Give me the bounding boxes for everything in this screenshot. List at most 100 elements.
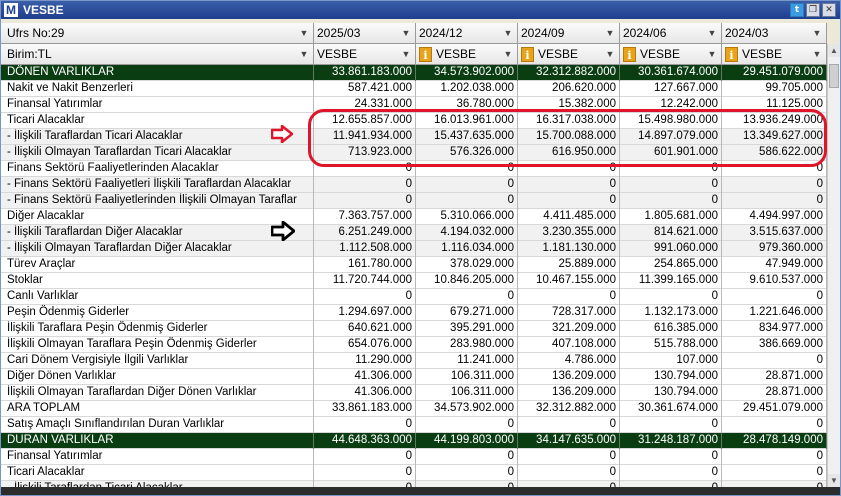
value-cell: 15.437.635.000 <box>416 129 518 145</box>
value-cell: 395.291.000 <box>416 321 518 337</box>
table-row[interactable]: Ticari Alacaklar 0 0 0 0 0 <box>1 465 827 481</box>
info-icon[interactable]: i <box>725 46 738 62</box>
table-row[interactable]: Satış Amaçlı Sınıflandırılan Duran Varlı… <box>1 417 827 433</box>
scroll-down-icon[interactable]: ▼ <box>828 474 840 487</box>
row-label: İlişkili Taraflara Peşin Ödenmiş Giderle… <box>1 321 314 337</box>
chevron-down-icon[interactable]: ▼ <box>707 28 717 38</box>
value-cell: 991.060.000 <box>620 241 722 257</box>
table-row[interactable]: - İlişkili Olmayan Taraflardan Ticari Al… <box>1 145 827 161</box>
section-row[interactable]: DÖNEN VARLIKLAR 33.861.183.000 34.573.902.… <box>1 65 827 81</box>
chevron-down-icon[interactable]: ▼ <box>299 49 309 59</box>
table-row[interactable]: - İlişkili Taraflardan Ticari Alacaklar0… <box>1 481 827 487</box>
scroll-up-icon[interactable]: ▲ <box>828 44 840 57</box>
header-row-periods: Ufrs No:29 ▼ 2025/03 ▼ 2024/12 ▼ 2024/09 ▼ 2024/… <box>1 23 827 44</box>
table-row[interactable]: Türev Araçlar 161.780.000 378.029.000 25.88… <box>1 257 827 273</box>
table-row[interactable]: Canlı Varlıklar 0 0 0 0 0 <box>1 289 827 305</box>
table-row[interactable]: Diğer Dönen Varlıklar 41.306.000 106.311.0… <box>1 369 827 385</box>
value-cell: 0 <box>416 417 518 433</box>
value-cell: 814.621.000 <box>620 225 722 241</box>
section-row[interactable]: DURAN VARLIKLAR 44.648.363.000 44.199.803.… <box>1 433 827 449</box>
value-cell: 11.290.000 <box>314 353 416 369</box>
value-cell: 13.936.249.000 <box>722 113 827 129</box>
value-cell: 10.467.155.000 <box>518 273 620 289</box>
restore-icon[interactable]: ❐ <box>806 3 820 17</box>
value-cell: 0 <box>722 177 827 193</box>
table-row[interactable]: Finansal Yatırımlar 0 0 0 0 0 <box>1 449 827 465</box>
chevron-down-icon[interactable]: ▼ <box>401 28 411 38</box>
period-selector-label: 2024/09 <box>521 26 565 40</box>
table-row[interactable]: İlişkili Olmayan Taraflardan Diğer Dönen… <box>1 385 827 401</box>
chevron-down-icon[interactable]: ▼ <box>707 49 717 59</box>
ticker-selector[interactable]: i VESBE ▼ <box>416 44 518 65</box>
chevron-down-icon[interactable]: ▼ <box>605 28 615 38</box>
chevron-down-icon[interactable]: ▼ <box>605 49 615 59</box>
table-row[interactable]: Peşin Ödenmiş Giderler 1.294.697.000 679.2… <box>1 305 827 321</box>
table-row[interactable]: Finans Sektörü Faaliyetlerinden Alacakla… <box>1 161 827 177</box>
table-row[interactable]: Nakit ve Nakit Benzerleri 587.421.000 1.20… <box>1 81 827 97</box>
table-row[interactable]: İlişkili Taraflara Peşin Ödenmiş Giderle… <box>1 321 827 337</box>
period-selector[interactable]: 2024/06 ▼ <box>620 23 722 44</box>
table-row[interactable]: - Finans Sektörü Faaliyetleri İlişkili T… <box>1 177 827 193</box>
chevron-down-icon[interactable]: ▼ <box>299 28 309 38</box>
value-cell: 0 <box>518 481 620 487</box>
table-row[interactable]: Stoklar 11.720.744.000 10.846.205.000 10.46… <box>1 273 827 289</box>
chevron-down-icon[interactable]: ▼ <box>812 28 822 38</box>
table-row[interactable]: - Finans Sektörü Faaliyetlerinden İlişki… <box>1 193 827 209</box>
info-icon[interactable]: i <box>419 46 432 62</box>
window-title: VESBE <box>23 3 64 17</box>
period-selector[interactable]: 2024/12 ▼ <box>416 23 518 44</box>
value-cell: 254.865.000 <box>620 257 722 273</box>
bottom-strip <box>1 487 840 495</box>
ticker-selector[interactable]: i VESBE ▼ <box>518 44 620 65</box>
table-row[interactable]: - İlişkili Taraflardan Diğer Alacaklar 6.… <box>1 225 827 241</box>
info-icon[interactable]: i <box>623 46 636 62</box>
value-cell: 1.132.173.000 <box>620 305 722 321</box>
row-label: Diğer Alacaklar <box>1 209 314 225</box>
value-cell: 11.941.934.000 <box>314 129 416 145</box>
info-icon[interactable]: i <box>521 46 534 62</box>
value-cell: 0 <box>620 289 722 305</box>
table-row[interactable]: İlişkili Olmayan Taraflara Peşin Ödenmiş… <box>1 337 827 353</box>
value-cell: 0 <box>722 161 827 177</box>
chevron-down-icon[interactable]: ▼ <box>503 28 513 38</box>
value-cell: 30.361.674.000 <box>620 401 722 417</box>
value-cell: 0 <box>416 481 518 487</box>
row-label: - Finans Sektörü Faaliyetleri İlişkili T… <box>1 177 314 193</box>
vertical-scrollbar[interactable]: ▲ ▼ <box>827 44 840 487</box>
value-cell: 32.312.882.000 <box>518 65 620 81</box>
period-selector[interactable]: 2024/09 ▼ <box>518 23 620 44</box>
ufrs-selector[interactable]: Ufrs No:29 ▼ <box>1 23 314 44</box>
ticker-selector[interactable]: i VESBE ▼ <box>620 44 722 65</box>
value-cell: 16.317.038.000 <box>518 113 620 129</box>
table-row[interactable]: - İlişkili Olmayan Taraflardan Diğer Ala… <box>1 241 827 257</box>
scroll-thumb[interactable] <box>829 64 839 88</box>
row-label: - Finans Sektörü Faaliyetlerinden İlişki… <box>1 193 314 209</box>
chevron-down-icon[interactable]: ▼ <box>812 49 822 59</box>
period-selector[interactable]: 2024/03 ▼ <box>722 23 827 44</box>
row-label: - İlişkili Taraflardan Ticari Alacaklar <box>1 129 314 145</box>
value-cell: 0 <box>314 465 416 481</box>
value-cell: 0 <box>314 289 416 305</box>
row-label: Finans Sektörü Faaliyetlerinden Alacakla… <box>1 161 314 177</box>
ticker-selector[interactable]: i VESBE ▼ <box>722 44 827 65</box>
table-row[interactable]: Finansal Yatırımlar 24.331.000 36.780.000 1… <box>1 97 827 113</box>
table-row[interactable]: Cari Dönem Vergisiyle İlgili Varlıklar 11… <box>1 353 827 369</box>
table-row[interactable]: Diğer Alacaklar 7.363.757.000 5.310.066.00… <box>1 209 827 225</box>
period-selector[interactable]: 2025/03 ▼ <box>314 23 416 44</box>
value-cell: 283.980.000 <box>416 337 518 353</box>
twitter-icon[interactable]: t <box>790 3 804 17</box>
table-row[interactable]: ARA TOPLAM 33.861.183.000 34.573.902.000 32… <box>1 401 827 417</box>
table-row[interactable]: Ticari Alacaklar 12.655.857.000 16.013.961… <box>1 113 827 129</box>
value-cell: 206.620.000 <box>518 81 620 97</box>
period-selector-label: 2024/06 <box>623 26 667 40</box>
table-row[interactable]: - İlişkili Taraflardan Ticari Alacaklar 1… <box>1 129 827 145</box>
chevron-down-icon[interactable]: ▼ <box>401 49 411 59</box>
ticker-selector[interactable]: VESBE ▼ <box>314 44 416 65</box>
value-cell: 25.889.000 <box>518 257 620 273</box>
unit-selector[interactable]: Birim:TL ▼ <box>1 44 314 65</box>
row-label: Cari Dönem Vergisiyle İlgili Varlıklar <box>1 353 314 369</box>
chevron-down-icon[interactable]: ▼ <box>503 49 513 59</box>
close-icon[interactable]: ✕ <box>822 3 836 17</box>
row-label: Ticari Alacaklar <box>1 465 314 481</box>
value-cell: 601.901.000 <box>620 145 722 161</box>
